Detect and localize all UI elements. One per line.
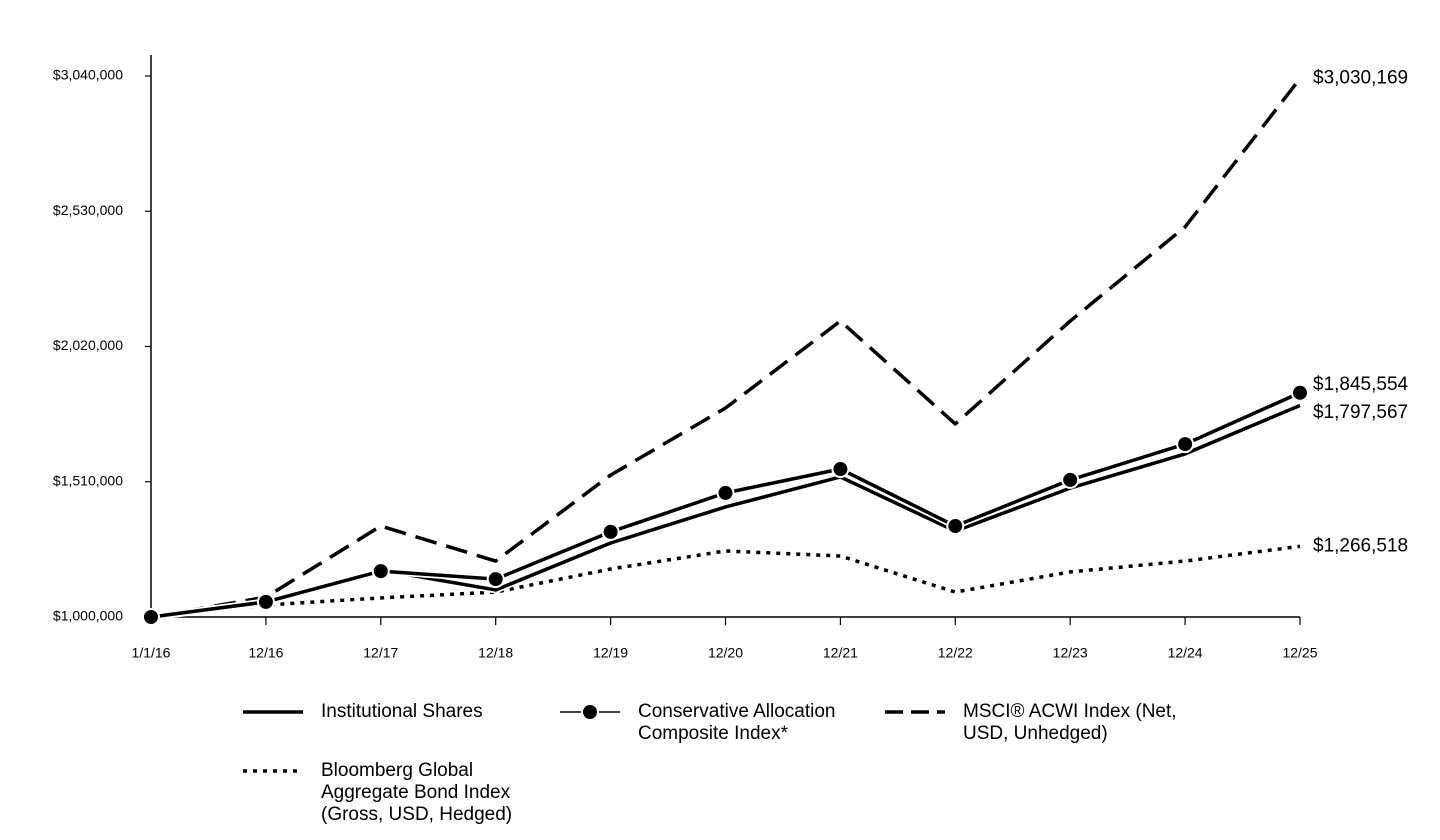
marker xyxy=(831,460,850,479)
x-tick-label: 12/18 xyxy=(478,645,513,661)
legend-item: MSCI® ACWI Index (Net, USD, Unhedged) xyxy=(885,701,1203,745)
x-tick-label: 12/20 xyxy=(708,645,743,661)
x-tick-label: 12/21 xyxy=(823,645,858,661)
y-tick-label: $2,020,000 xyxy=(53,337,123,353)
marker xyxy=(601,522,620,541)
legend-label: Institutional Shares xyxy=(321,701,483,722)
marker xyxy=(371,562,390,581)
x-tick-label: 12/17 xyxy=(363,645,398,661)
y-tick-label: $2,530,000 xyxy=(53,202,123,218)
legend-symbol xyxy=(560,703,620,721)
series-line xyxy=(150,544,1301,619)
x-tick-label: 1/1/16 xyxy=(132,645,171,661)
legend-item: Institutional Shares xyxy=(243,701,551,723)
legend-symbol xyxy=(243,769,303,773)
x-tick-label: 12/16 xyxy=(248,645,283,661)
legend-label: Conservative Allocation Composite Index* xyxy=(638,701,836,744)
x-tick-label: 12/23 xyxy=(1053,645,1088,661)
series-line xyxy=(150,77,1302,619)
y-tick-label: $1,510,000 xyxy=(53,472,123,488)
legend-marker xyxy=(581,703,599,721)
x-tick-label: 12/24 xyxy=(1168,645,1203,661)
legend-item: Bloomberg Global Aggregate Bond Index (G… xyxy=(243,760,541,826)
marker xyxy=(256,592,275,611)
marker xyxy=(1176,435,1195,454)
marker xyxy=(1291,383,1309,402)
marker xyxy=(946,517,965,536)
legend-label: MSCI® ACWI Index (Net, USD, Unhedged) xyxy=(963,701,1177,744)
marker xyxy=(142,608,160,626)
value-label: $3,030,169 xyxy=(1313,68,1408,89)
value-label: $1,797,567 xyxy=(1313,402,1408,423)
marker xyxy=(486,570,505,589)
x-tick-label: 12/25 xyxy=(1282,645,1317,661)
legend-label: Bloomberg Global Aggregate Bond Index (G… xyxy=(321,760,513,825)
x-tick-label: 12/19 xyxy=(593,645,628,661)
legend-item: Conservative Allocation Composite Index* xyxy=(560,701,868,745)
value-label: $1,266,518 xyxy=(1313,535,1408,556)
marker xyxy=(1061,470,1080,489)
legend-symbol xyxy=(243,710,303,714)
y-tick-label: $1,000,000 xyxy=(53,608,123,624)
x-tick-label: 12/22 xyxy=(938,645,973,661)
legend-symbol xyxy=(885,710,945,714)
value-label: $1,845,554 xyxy=(1313,374,1409,395)
marker xyxy=(716,483,735,502)
y-tick-label: $3,040,000 xyxy=(53,67,123,83)
